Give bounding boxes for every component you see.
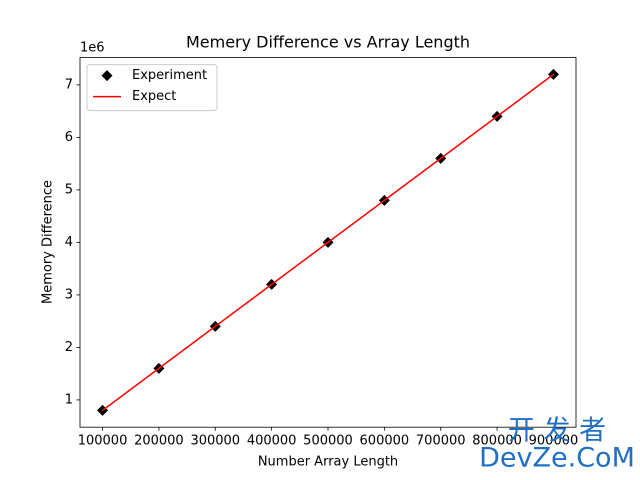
x-tick-label: 100000 xyxy=(78,434,128,449)
legend-marker xyxy=(101,70,113,82)
x-tick-label: 500000 xyxy=(303,434,353,449)
y-tick-label: 1 xyxy=(65,392,73,407)
y-tick-label: 2 xyxy=(65,340,73,355)
x-tick-label: 700000 xyxy=(416,434,466,449)
x-tick-label: 400000 xyxy=(247,434,297,449)
y-tick-label: 6 xyxy=(65,130,73,145)
legend-label: Expect xyxy=(132,89,176,104)
plot-frame xyxy=(79,57,577,428)
y-tick-label: 7 xyxy=(65,77,73,92)
watermark: 开 发 者 xyxy=(508,416,606,447)
legend-box xyxy=(86,64,218,112)
x-axis-label: Number Array Length xyxy=(258,455,398,470)
x-tick-label: 900000 xyxy=(529,434,579,449)
x-tick-label: 200000 xyxy=(134,434,184,449)
y-tick-label: 4 xyxy=(65,235,73,250)
y-axis-label: Memory Difference xyxy=(41,180,56,304)
series-line xyxy=(102,73,554,412)
y-offset-label: 1e6 xyxy=(80,41,105,56)
y-tick-label: 5 xyxy=(65,182,73,197)
watermark: DevZe.CoM xyxy=(479,443,635,474)
x-tick-label: 800000 xyxy=(472,434,522,449)
x-tick-label: 300000 xyxy=(190,434,240,449)
legend-label: Experiment xyxy=(132,68,207,83)
y-tick-label: 3 xyxy=(65,287,73,302)
x-tick-label: 600000 xyxy=(360,434,410,449)
chart-title: Memery Difference vs Array Length xyxy=(186,33,470,52)
